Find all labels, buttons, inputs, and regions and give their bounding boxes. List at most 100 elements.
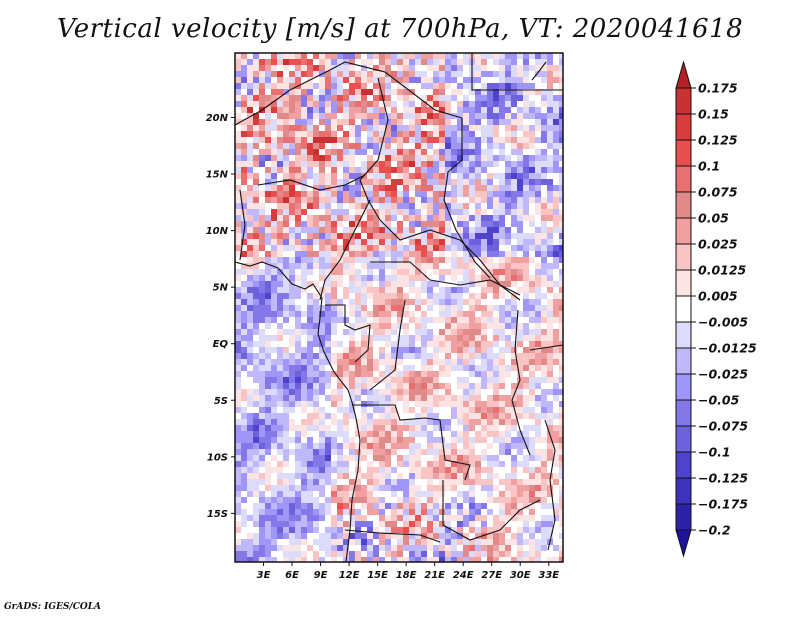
field-cell xyxy=(313,299,319,305)
field-cell xyxy=(517,83,523,89)
field-cell xyxy=(307,293,313,299)
field-cell xyxy=(427,449,433,455)
field-cell xyxy=(427,59,433,65)
field-cell xyxy=(397,245,403,251)
field-cell xyxy=(313,317,319,323)
colorbar-swatch xyxy=(675,113,692,141)
field-cell xyxy=(259,257,265,263)
field-cell xyxy=(325,527,331,533)
field-cell xyxy=(505,149,511,155)
field-cell xyxy=(511,305,517,311)
field-cell xyxy=(541,173,547,179)
field-cell xyxy=(523,341,529,347)
field-cell xyxy=(433,515,439,521)
field-cell xyxy=(325,179,331,185)
field-cell xyxy=(553,257,559,263)
field-cell xyxy=(361,185,367,191)
field-cell xyxy=(457,365,463,371)
field-cell xyxy=(355,521,361,527)
field-cell xyxy=(277,461,283,467)
field-cell xyxy=(259,551,265,557)
field-cell xyxy=(403,173,409,179)
field-cell xyxy=(391,167,397,173)
field-cell xyxy=(547,449,553,455)
field-cell xyxy=(259,77,265,83)
field-cell xyxy=(547,311,553,317)
field-cell xyxy=(361,341,367,347)
field-cell xyxy=(355,89,361,95)
field-cell xyxy=(439,95,445,101)
field-cell xyxy=(517,149,523,155)
field-cell xyxy=(235,215,241,221)
field-cell xyxy=(325,485,331,491)
field-cell xyxy=(295,119,301,125)
field-cell xyxy=(277,377,283,383)
field-cell xyxy=(409,461,415,467)
field-cell xyxy=(307,467,313,473)
field-cell xyxy=(469,491,475,497)
field-cell xyxy=(331,419,337,425)
field-cell xyxy=(325,203,331,209)
field-cell xyxy=(517,473,523,479)
field-cell xyxy=(379,371,385,377)
field-cell xyxy=(379,125,385,131)
field-cell xyxy=(415,251,421,257)
field-cell xyxy=(343,95,349,101)
field-cell xyxy=(349,59,355,65)
field-cell xyxy=(379,449,385,455)
field-cell xyxy=(247,281,253,287)
field-cell xyxy=(457,161,463,167)
field-cell xyxy=(259,65,265,71)
field-cell xyxy=(493,413,499,419)
field-cell xyxy=(277,359,283,365)
field-cell xyxy=(505,161,511,167)
field-cell xyxy=(427,515,433,521)
field-cell xyxy=(337,353,343,359)
field-cell xyxy=(385,437,391,443)
field-cell xyxy=(253,473,259,479)
field-cell xyxy=(499,191,505,197)
field-cell xyxy=(289,365,295,371)
field-cell xyxy=(313,401,319,407)
field-cell xyxy=(247,545,253,551)
field-cell xyxy=(505,203,511,209)
field-cell xyxy=(499,377,505,383)
field-cell xyxy=(475,395,481,401)
field-cell xyxy=(277,101,283,107)
field-cell xyxy=(289,113,295,119)
field-cell xyxy=(331,497,337,503)
field-cell xyxy=(439,137,445,143)
field-cell xyxy=(307,371,313,377)
field-cell xyxy=(517,239,523,245)
field-cell xyxy=(385,413,391,419)
field-cell xyxy=(301,461,307,467)
field-cell xyxy=(355,131,361,137)
field-cell xyxy=(469,383,475,389)
field-cell xyxy=(427,275,433,281)
field-cell xyxy=(403,221,409,227)
field-cell xyxy=(367,419,373,425)
field-cell xyxy=(529,527,535,533)
field-cell xyxy=(379,113,385,119)
field-cell xyxy=(529,131,535,137)
field-cell xyxy=(253,113,259,119)
field-cell xyxy=(319,533,325,539)
field-cell xyxy=(253,347,259,353)
field-cell xyxy=(307,539,313,545)
field-cell xyxy=(271,203,277,209)
field-cell xyxy=(529,359,535,365)
field-cell xyxy=(337,437,343,443)
field-cell xyxy=(517,359,523,365)
field-cell xyxy=(451,233,457,239)
field-cell xyxy=(295,425,301,431)
field-cell xyxy=(319,275,325,281)
field-cell xyxy=(379,209,385,215)
field-cell xyxy=(313,251,319,257)
field-cell xyxy=(385,155,391,161)
field-cell xyxy=(253,107,259,113)
field-cell xyxy=(451,167,457,173)
field-cell xyxy=(433,533,439,539)
field-cell xyxy=(367,455,373,461)
field-cell xyxy=(361,263,367,269)
field-cell xyxy=(271,431,277,437)
